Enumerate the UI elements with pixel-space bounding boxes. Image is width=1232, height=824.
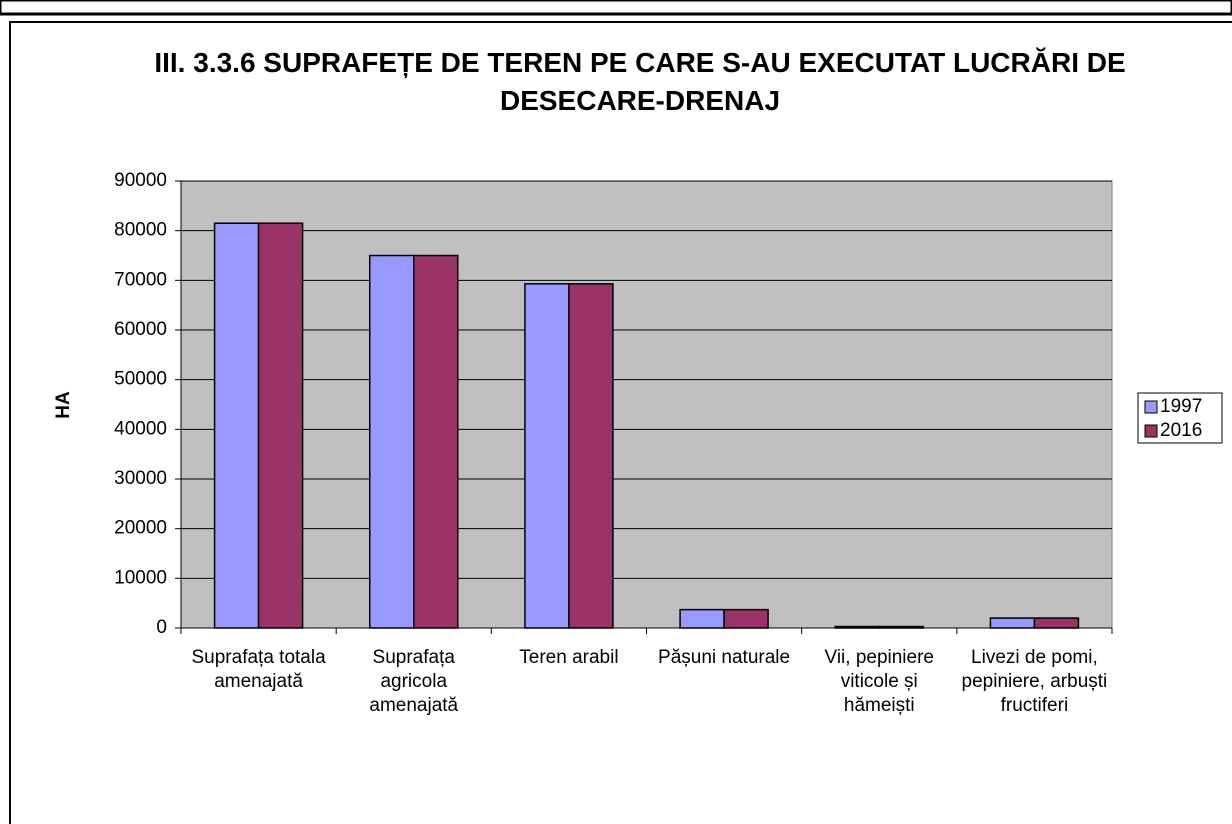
y-tick-label: 90000: [114, 170, 167, 191]
bar: [878, 625, 924, 629]
bar: [369, 254, 415, 629]
bar: [257, 222, 304, 629]
chart-title: III. 3.3.6 SUPRAFEȚE DE TEREN PE CARE S-…: [154, 47, 1126, 116]
y-tick-label: 80000: [114, 220, 167, 241]
x-tick-label: Suprafața agricola amenajată: [369, 647, 459, 716]
y-tick-label: 70000: [114, 269, 167, 290]
bar: [723, 608, 769, 629]
x-tick-label: Livezi de pomi, pepiniere, arbuști fruct…: [961, 647, 1108, 716]
legend-swatch: [1144, 400, 1158, 414]
bar: [1033, 617, 1080, 629]
bar: [213, 222, 260, 629]
legend-swatch: [1144, 424, 1158, 438]
bar: [834, 625, 880, 629]
x-tick-label: Vii, pepiniere viticole și hămeiști: [824, 647, 934, 716]
y-tick-label: 20000: [114, 518, 167, 539]
bar: [989, 617, 1036, 629]
bar: [679, 608, 725, 629]
bar: [568, 283, 614, 629]
y-tick-label: 60000: [114, 319, 167, 340]
y-tick-label: 0: [156, 617, 167, 638]
y-tick-label: 10000: [114, 567, 167, 588]
bar: [413, 254, 459, 629]
legend-label: 2016: [1160, 420, 1202, 441]
y-tick-label: 50000: [114, 369, 167, 390]
y-axis-title: HA: [53, 391, 74, 419]
x-tick-label: Teren arabil: [519, 647, 619, 668]
plot-area: [180, 180, 1113, 629]
legend-label: 1997: [1160, 396, 1202, 417]
bar: [524, 283, 570, 629]
x-tick-label: Pășuni naturale: [658, 647, 791, 668]
x-tick-label: Suprafața totala amenajată: [191, 647, 326, 692]
y-tick-label: 40000: [114, 418, 167, 439]
top-frame: [0, 0, 1232, 16]
y-tick-label: 30000: [114, 468, 167, 489]
